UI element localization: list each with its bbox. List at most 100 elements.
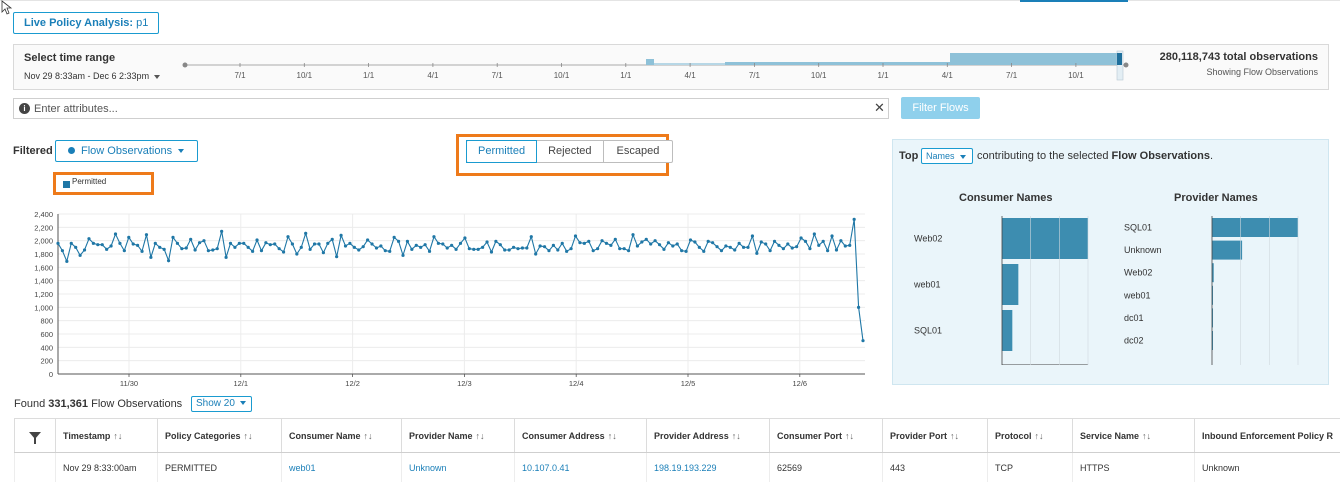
- data-point: [330, 237, 334, 241]
- slider-end-handle[interactable]: [1123, 62, 1129, 68]
- tick-label: 7/1: [1006, 71, 1018, 80]
- filter-column[interactable]: [14, 418, 56, 453]
- bar: [1002, 264, 1019, 305]
- data-point: [122, 249, 126, 253]
- y-tick-label: 400: [40, 343, 53, 352]
- cell-provider-address-link[interactable]: 198.19.193.229: [646, 452, 770, 482]
- column-protocol[interactable]: Protocol ↑↓: [987, 418, 1073, 453]
- mouse-cursor-icon: [1, 0, 13, 15]
- data-point: [635, 244, 640, 248]
- cell-consumer-address-link[interactable]: 10.107.0.41: [514, 452, 647, 482]
- column-provider-address[interactable]: Provider Address ↑↓: [646, 418, 770, 453]
- data-point: [759, 240, 763, 244]
- data-point: [180, 247, 184, 251]
- column-provider-name[interactable]: Provider Name ↑↓: [401, 418, 515, 453]
- data-point: [436, 241, 440, 245]
- filter-funnel-icon: [29, 431, 41, 444]
- data-point: [830, 234, 834, 238]
- data-point: [525, 246, 529, 250]
- names-dropdown[interactable]: Names: [921, 148, 973, 164]
- selected-range-handle[interactable]: [1116, 50, 1124, 81]
- bar: [1002, 218, 1088, 259]
- data-point: [556, 248, 560, 252]
- data-point: [551, 243, 555, 247]
- histogram-bar: [950, 53, 1120, 65]
- x-tick-label: 12/3: [457, 379, 472, 388]
- sort-icon: ↑↓: [607, 430, 617, 441]
- title-value: p1: [136, 17, 149, 29]
- data-point: [653, 239, 657, 243]
- column-consumer-address[interactable]: Consumer Address ↑↓: [514, 418, 647, 453]
- close-icon[interactable]: ✕: [874, 100, 885, 115]
- data-point: [711, 241, 715, 245]
- data-point: [78, 253, 82, 257]
- column-service-name[interactable]: Service Name ↑↓: [1072, 418, 1195, 453]
- filtered-label: Filtered: [13, 145, 53, 157]
- tick-label: 7/1: [749, 71, 761, 80]
- tick-label: 4/1: [942, 71, 954, 80]
- data-point: [277, 247, 281, 251]
- data-point: [82, 248, 87, 252]
- data-point: [175, 241, 180, 245]
- legend-label: Permitted: [72, 177, 107, 186]
- data-point: [388, 249, 392, 253]
- cell-consumer-name-link[interactable]: web01: [281, 452, 402, 482]
- data-point: [675, 242, 679, 246]
- time-range-slider[interactable]: 7/1 10/1 1/1 4/1 7/1 10/1 1/1 4/1 7/1 10/1 1/1 4/1 7…: [180, 48, 1134, 84]
- data-point: [697, 245, 701, 249]
- cell-provider-name-link[interactable]: Unknown: [401, 452, 515, 482]
- y-tick-label: 0: [49, 370, 53, 379]
- data-point: [184, 246, 188, 250]
- data-point: [396, 239, 401, 243]
- column-timestamp[interactable]: Timestamp ↑↓: [55, 418, 158, 453]
- column-inbound-enforcement-policy[interactable]: Inbound Enforcement Policy R: [1194, 418, 1340, 453]
- y-tick-label: 1,200: [34, 290, 53, 299]
- data-point: [728, 245, 732, 249]
- data-point: [657, 243, 662, 247]
- x-tick-label: 11/30: [120, 379, 138, 388]
- column-consumer-name[interactable]: Consumer Name ↑↓: [281, 418, 402, 453]
- tab-escaped[interactable]: Escaped: [616, 145, 660, 157]
- data-point: [719, 249, 724, 253]
- y-tick-label: 2,000: [34, 237, 53, 246]
- tab-rejected[interactable]: Rejected: [537, 141, 604, 162]
- column-provider-port[interactable]: Provider Port ↑↓: [882, 418, 988, 453]
- slider-start-handle[interactable]: [182, 62, 188, 68]
- data-point: [498, 243, 502, 247]
- policy-analysis-title-button[interactable]: Live Policy Analysis: p1: [13, 12, 160, 34]
- sort-icon: ↑↓: [731, 430, 741, 441]
- data-point: [224, 255, 228, 259]
- data-point: [649, 242, 653, 246]
- top-text-after: .: [1209, 150, 1214, 162]
- bar: [1212, 240, 1243, 260]
- flow-observations-dropdown[interactable]: Flow Observations: [55, 140, 198, 162]
- data-point: [706, 239, 710, 243]
- data-point: [268, 243, 272, 247]
- data-point: [100, 243, 104, 247]
- data-point: [392, 235, 396, 239]
- cell-inbound-policy: Unknown: [1194, 452, 1340, 482]
- filter-flows-button[interactable]: Filter Flows: [901, 97, 980, 119]
- time-range-dropdown[interactable]: Nov 29 8:33am - Dec 6 2:33pm: [24, 71, 161, 81]
- attributes-input[interactable]: [34, 99, 864, 118]
- column-policy-categories[interactable]: Policy Categories ↑↓: [157, 418, 282, 453]
- data-point: [578, 241, 582, 245]
- data-point: [233, 245, 237, 249]
- data-point: [772, 239, 777, 243]
- title-label: Live Policy Analysis:: [24, 17, 134, 29]
- data-point: [445, 246, 449, 250]
- data-point: [74, 245, 78, 249]
- legend-swatch: [63, 181, 70, 188]
- tab-permitted[interactable]: Permitted: [466, 140, 538, 163]
- data-point: [503, 248, 507, 252]
- bar-label: dc01: [1124, 313, 1144, 323]
- data-point: [317, 242, 321, 246]
- page-size-dropdown[interactable]: Show 20: [191, 396, 252, 412]
- data-point: [65, 259, 69, 263]
- data-point: [290, 242, 295, 246]
- category-tabs: Permitted Rejected Escaped: [466, 140, 674, 163]
- column-consumer-port[interactable]: Consumer Port ↑↓: [769, 418, 883, 453]
- tick-label: 10/1: [1068, 71, 1084, 80]
- table-row[interactable]: Nov 29 8:33:00am PERMITTED web01 Unknown…: [14, 452, 1340, 482]
- data-point: [538, 244, 542, 248]
